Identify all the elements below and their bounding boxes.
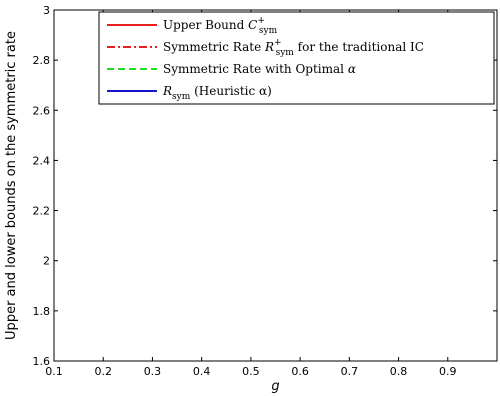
- x-tick-label: 0.5: [242, 365, 260, 378]
- y-tick-label: 2.2: [33, 205, 51, 218]
- x-tick-label: 0.3: [144, 365, 162, 378]
- x-tick-label: 0.1: [45, 365, 63, 378]
- x-tick-label: 0.7: [341, 365, 359, 378]
- legend-box: [98, 11, 495, 105]
- x-tick-label: 0.9: [439, 365, 457, 378]
- y-tick-label: 2.8: [33, 54, 51, 67]
- x-tick-label: 0.6: [291, 365, 309, 378]
- x-tick-label: 0.8: [390, 365, 408, 378]
- legend-label-3: Symmetric Rate with Optimal α: [163, 62, 356, 76]
- legend-label-2: Symmetric Rate R+ sym for the traditional…: [163, 38, 424, 58]
- y-tick-label: 1.6: [33, 355, 51, 368]
- y-tick-label: 2.4: [33, 154, 51, 167]
- legend-label-1: Upper Bound C+ sym: [163, 16, 278, 36]
- x-axis-label: g: [271, 379, 279, 394]
- y-tick-label: 2.6: [33, 104, 51, 117]
- x-tick-label: 0.2: [94, 365, 112, 378]
- x-tick-label: 0.4: [193, 365, 211, 378]
- y-tick-label: 3: [43, 4, 50, 17]
- y-tick-label: 1.8: [33, 305, 51, 318]
- y-tick-label: 2: [43, 255, 50, 268]
- legend-label-4: Rsym (Heuristic α): [162, 84, 272, 102]
- y-axis-label: Upper and lower bounds on the symmetric …: [4, 31, 19, 340]
